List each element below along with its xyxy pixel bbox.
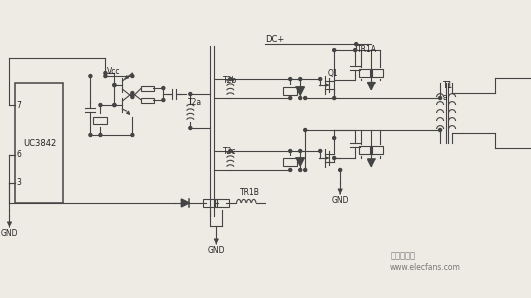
Circle shape — [229, 77, 232, 80]
Bar — [141, 86, 154, 91]
Circle shape — [333, 156, 336, 159]
Text: 电子发烧友: 电子发烧友 — [390, 252, 415, 260]
Circle shape — [229, 150, 232, 153]
Polygon shape — [296, 158, 304, 166]
Circle shape — [113, 103, 116, 107]
Bar — [370, 146, 383, 154]
Text: 6: 6 — [16, 150, 21, 159]
Circle shape — [289, 97, 292, 100]
Bar — [283, 158, 297, 166]
Circle shape — [299, 168, 302, 171]
Bar — [358, 146, 372, 154]
Circle shape — [131, 91, 134, 94]
Circle shape — [89, 134, 92, 136]
Circle shape — [189, 93, 192, 96]
Circle shape — [439, 97, 442, 100]
Bar — [141, 97, 154, 103]
Circle shape — [333, 49, 336, 52]
Circle shape — [189, 127, 192, 130]
Circle shape — [299, 77, 302, 80]
Circle shape — [299, 97, 302, 100]
Circle shape — [131, 74, 134, 77]
Circle shape — [439, 128, 442, 131]
Text: TR1A: TR1A — [357, 45, 377, 54]
Circle shape — [104, 72, 107, 74]
Text: T1: T1 — [442, 80, 452, 90]
Text: DC+: DC+ — [266, 35, 285, 44]
Circle shape — [289, 77, 292, 80]
Circle shape — [162, 86, 165, 90]
Circle shape — [289, 150, 292, 153]
Text: Vcc: Vcc — [107, 66, 121, 76]
Text: GND: GND — [1, 229, 18, 238]
Polygon shape — [181, 199, 190, 207]
Bar — [215, 199, 229, 207]
Circle shape — [354, 49, 357, 52]
Bar — [15, 83, 63, 203]
Text: www.elecfans.com: www.elecfans.com — [390, 263, 461, 272]
Polygon shape — [296, 87, 304, 95]
Circle shape — [162, 99, 165, 102]
Text: T2a: T2a — [189, 97, 202, 107]
Circle shape — [319, 150, 322, 153]
Circle shape — [333, 97, 336, 100]
Text: UC3842: UC3842 — [23, 139, 56, 148]
Bar — [370, 69, 383, 77]
Text: TR1B: TR1B — [240, 188, 260, 198]
Circle shape — [299, 150, 302, 153]
Circle shape — [113, 103, 116, 107]
Circle shape — [289, 168, 292, 171]
Text: GND: GND — [331, 196, 349, 205]
Circle shape — [131, 96, 134, 99]
Bar — [93, 117, 107, 124]
Circle shape — [304, 97, 307, 100]
Circle shape — [89, 74, 92, 77]
Circle shape — [99, 103, 102, 107]
Circle shape — [113, 83, 116, 86]
Polygon shape — [367, 159, 375, 167]
Circle shape — [99, 134, 102, 136]
Bar — [283, 87, 297, 95]
Bar — [203, 199, 217, 207]
Circle shape — [131, 134, 134, 136]
Text: 3: 3 — [16, 179, 21, 187]
Circle shape — [113, 83, 116, 86]
Circle shape — [319, 77, 322, 80]
Text: 7: 7 — [16, 100, 21, 110]
Text: T2b: T2b — [224, 76, 237, 85]
Circle shape — [355, 43, 358, 46]
Text: T2c: T2c — [224, 148, 237, 156]
Circle shape — [333, 136, 336, 139]
Circle shape — [339, 168, 341, 171]
Circle shape — [104, 74, 107, 77]
Text: Q1: Q1 — [327, 69, 338, 77]
Text: GND: GND — [208, 246, 225, 255]
Circle shape — [304, 128, 307, 131]
Circle shape — [304, 168, 307, 171]
Text: a: a — [442, 93, 447, 102]
Bar — [358, 69, 372, 77]
Polygon shape — [367, 83, 375, 90]
